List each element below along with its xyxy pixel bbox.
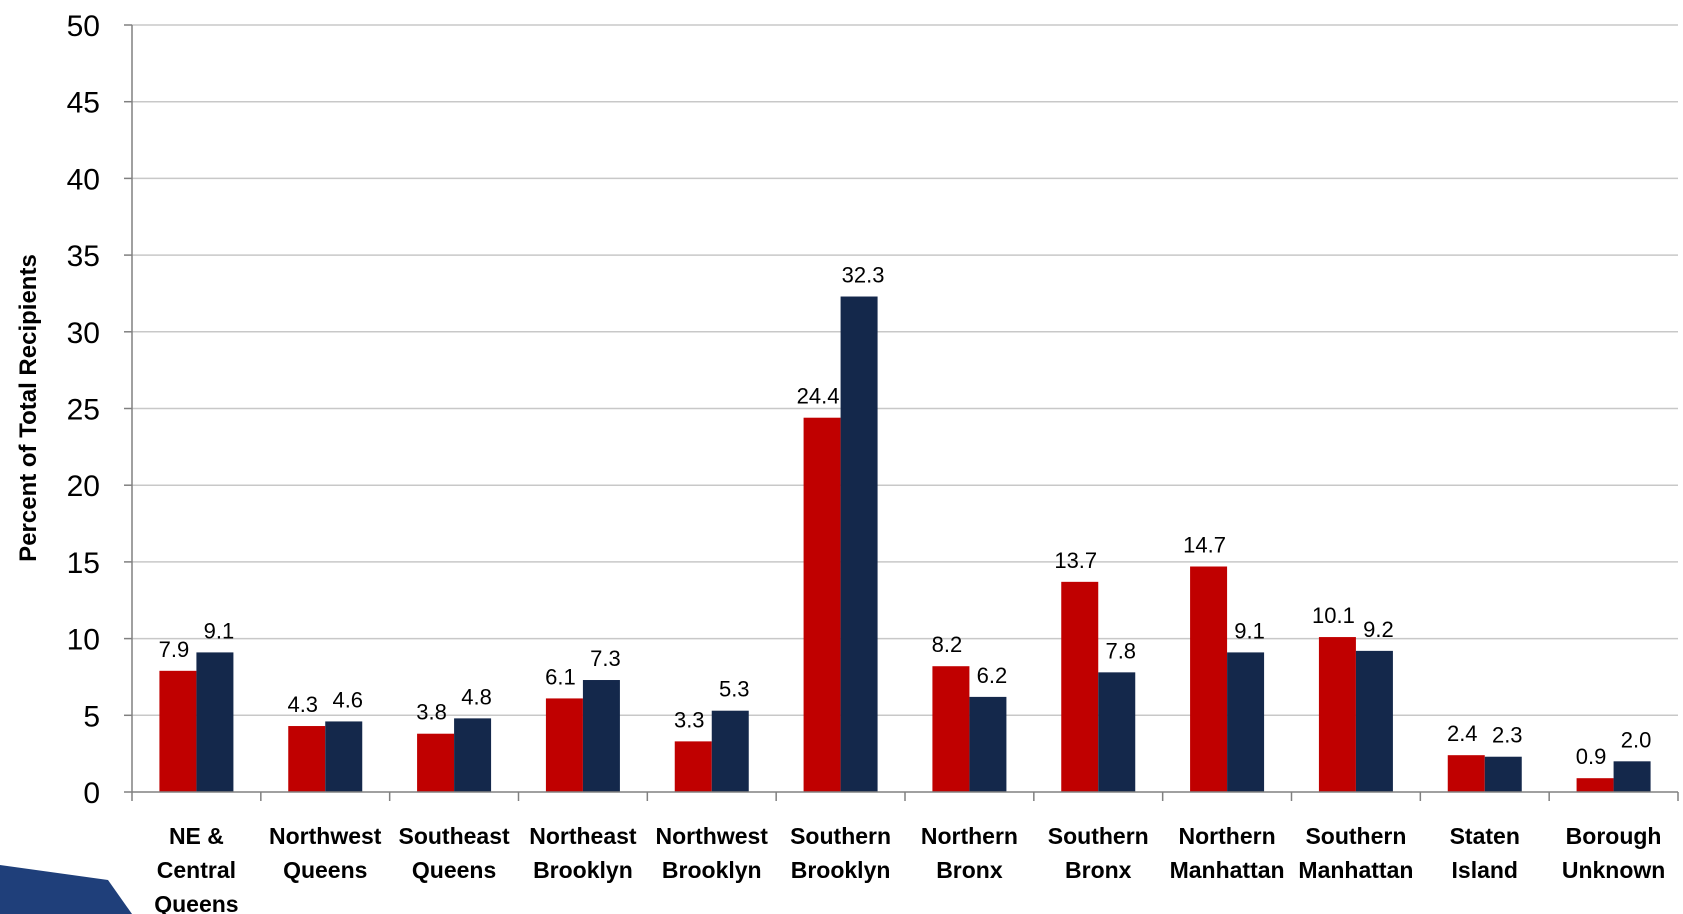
data-label: 2.0 [1621,727,1652,752]
data-label: 13.7 [1054,548,1097,573]
category-label: Bronx [936,857,1003,883]
data-label: 6.2 [977,663,1008,688]
y-tick-label: 50 [67,10,100,43]
bar [196,652,234,792]
category-label: Northwest [656,823,769,849]
y-tick-label: 25 [67,394,100,427]
y-tick-label: 20 [67,470,100,503]
y-tick-label: 0 [83,777,100,810]
bar [969,696,1007,792]
bars [159,296,1651,792]
y-tick-label: 30 [67,317,100,350]
gridlines [132,24,1678,717]
data-label: 5.3 [719,677,750,702]
bar [288,726,326,792]
category-label: Island [1452,857,1518,883]
category-label: Southern [790,823,891,849]
category-label: Brooklyn [791,857,891,883]
bar [1447,755,1485,792]
category-label: Northern [1179,823,1276,849]
axes [124,24,1679,801]
data-label: 2.3 [1492,723,1523,748]
bar [1227,652,1265,792]
bar [1190,566,1228,792]
data-label: 3.3 [674,707,705,732]
data-label: 0.9 [1576,744,1607,769]
y-tick-label: 5 [83,700,100,733]
category-label: Northeast [529,823,637,849]
bar [417,733,455,792]
category-label: Southeast [398,823,510,849]
bar [582,680,620,792]
data-label: 4.3 [287,692,318,717]
bar [803,417,841,792]
corner-accent-decoration [0,865,132,914]
category-label: Brooklyn [533,857,633,883]
bar [1098,672,1136,792]
bar [325,721,363,792]
bar [1613,761,1651,792]
category-label: Queens [412,857,496,883]
category-label: Bronx [1065,857,1132,883]
data-label: 9.1 [1234,618,1265,643]
data-label: 8.2 [932,632,963,657]
data-label: 14.7 [1183,533,1226,558]
category-label: Queens [154,891,238,914]
data-labels: 7.9 9.1 4.3 4.6 3.8 4.8 6.1 7.3 3.3 5.3 24.4 32.3 8.… [159,263,1652,770]
category-label: Central [157,857,236,883]
data-label: 4.8 [461,684,492,709]
data-label: 6.1 [545,664,576,689]
y-tick-label: 45 [67,87,100,120]
data-label: 3.8 [416,700,447,725]
bar [1355,650,1393,792]
category-label: Borough [1566,823,1662,849]
bar [454,718,492,792]
data-label: 10.1 [1312,603,1355,628]
y-tick-label: 40 [67,163,100,196]
bar [932,666,970,792]
category-label: Manhattan [1298,857,1413,883]
bar [1576,778,1614,792]
category-label: NE & [169,823,224,849]
data-label: 7.9 [159,637,190,662]
data-label: 32.3 [842,263,885,288]
data-label: 24.4 [797,384,840,409]
data-label: 7.8 [1105,638,1136,663]
y-tick-labels: 0 5 10 15 20 25 30 35 40 45 50 [67,10,100,810]
y-axis-title: Percent of Total Recipients [15,254,42,562]
category-labels: NE & Central Queens Northwest Queens Southeas… [154,823,1665,914]
bar [674,741,712,792]
category-label: Staten [1450,823,1520,849]
bar [711,710,749,792]
bar [1484,756,1522,792]
bar [545,698,583,792]
data-label: 2.4 [1447,721,1478,746]
data-label: 9.2 [1363,617,1394,642]
category-label: Queens [283,857,367,883]
bar [840,296,878,792]
bar [159,670,197,792]
y-tick-label: 15 [67,547,100,580]
y-tick-label: 35 [67,240,100,273]
category-label: Brooklyn [662,857,762,883]
category-label: Manhattan [1170,857,1285,883]
category-label: Southern [1305,823,1406,849]
bar [1061,581,1099,792]
bar [1318,637,1356,792]
category-label: Northwest [269,823,382,849]
category-label: Northern [921,823,1018,849]
data-label: 7.3 [590,646,621,671]
y-tick-label: 10 [67,624,100,657]
data-label: 9.1 [204,618,235,643]
category-label: Southern [1048,823,1149,849]
data-label: 4.6 [332,687,363,712]
category-label: Unknown [1562,857,1666,883]
